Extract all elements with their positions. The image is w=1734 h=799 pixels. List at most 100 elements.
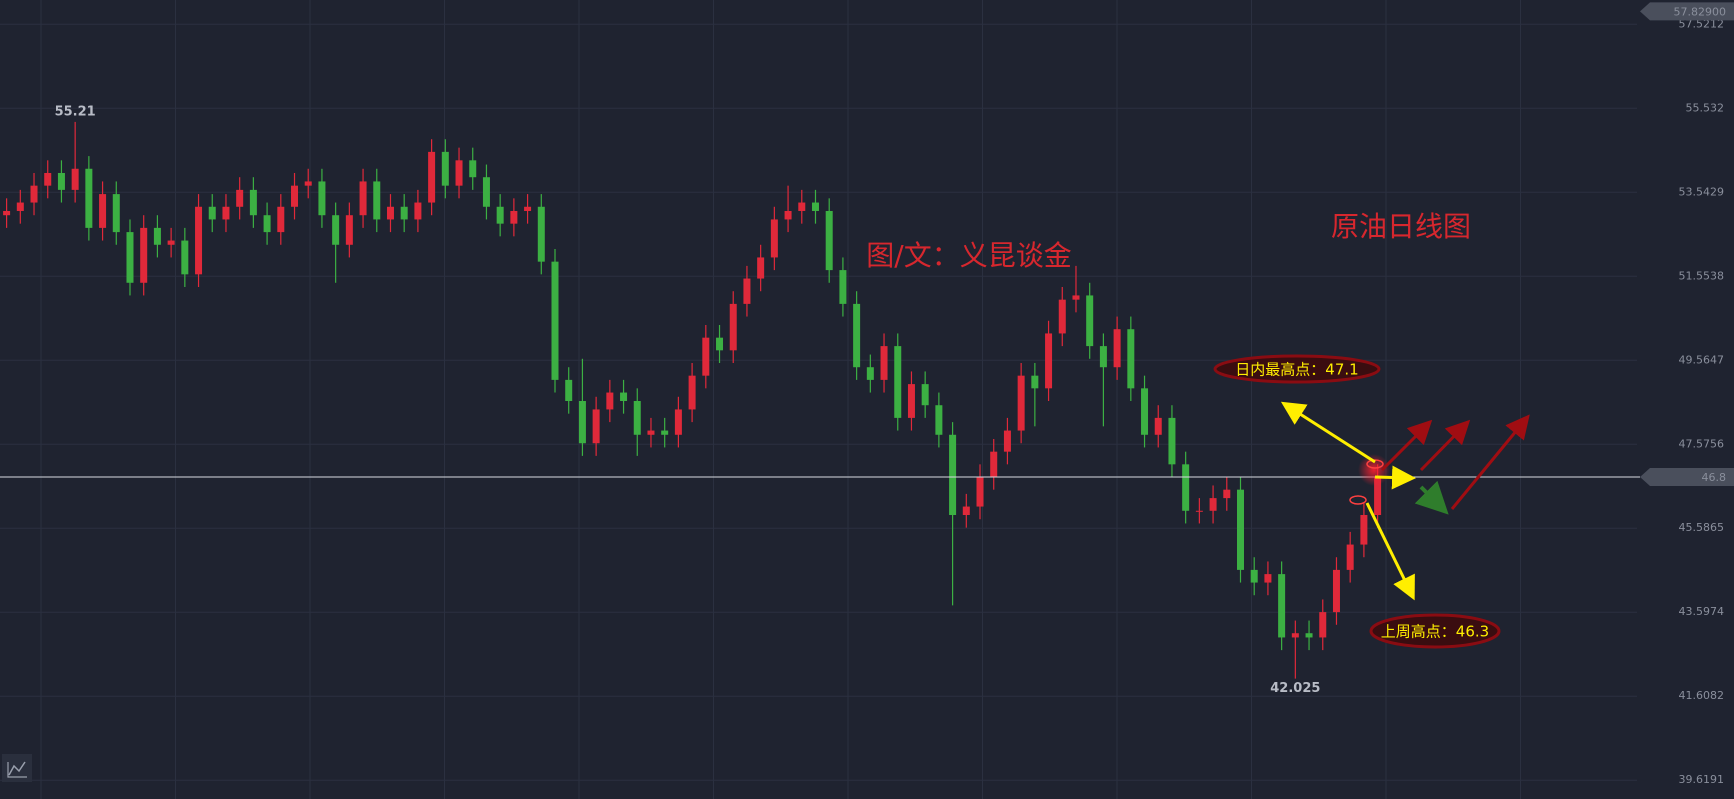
- candle-body: [976, 477, 984, 507]
- arrow: [1380, 419, 1433, 472]
- candle-body: [1237, 489, 1244, 570]
- candle-body: [770, 219, 778, 258]
- candle-body: [332, 215, 340, 245]
- candle-body: [620, 392, 628, 401]
- last-price-label: 46.8: [1702, 471, 1727, 484]
- candle-body: [1031, 375, 1039, 389]
- candle-body: [1195, 510, 1203, 512]
- candle-body: [208, 206, 216, 220]
- candle-body: [962, 506, 970, 516]
- candle-body: [674, 409, 682, 435]
- author-label: 图/文：义昆谈金: [866, 239, 1071, 272]
- candle-body: [702, 337, 710, 376]
- candle-body: [1223, 489, 1231, 499]
- chart-name: 原油日线图: [1331, 210, 1471, 243]
- candle-body: [784, 210, 792, 220]
- arrow: [1280, 401, 1376, 464]
- candle-body: [1250, 569, 1258, 583]
- candle-body: [798, 202, 806, 211]
- candle-body: [3, 210, 11, 216]
- candle-body: [469, 160, 477, 178]
- candle-body: [1086, 295, 1094, 347]
- candle-body: [373, 181, 381, 220]
- candle-body: [537, 206, 545, 262]
- candle-body: [661, 430, 669, 435]
- candle-body: [359, 181, 367, 216]
- candle-body: [1360, 515, 1368, 545]
- y-tick-label: 45.5865: [1679, 521, 1725, 534]
- candle-body: [496, 206, 504, 224]
- candle-body: [839, 270, 847, 304]
- candle-body: [249, 189, 257, 216]
- candle-body: [195, 206, 203, 275]
- candle-body: [825, 210, 833, 271]
- candles: 55.21 42.025 46.8 57.82900: [0, 2, 1734, 696]
- candle-body: [606, 392, 614, 410]
- price-tag: [1640, 2, 1734, 21]
- candle-body: [866, 367, 874, 380]
- candle-body: [729, 303, 737, 351]
- candle-body: [1346, 544, 1354, 570]
- tool-icon: [8, 761, 26, 776]
- candle-body: [1305, 633, 1313, 638]
- candle-body: [647, 430, 655, 435]
- candle-body: [1127, 329, 1135, 389]
- candle-body: [592, 409, 600, 444]
- intraday-high-label: 日内最高点：47.1: [1235, 361, 1358, 379]
- candle-body: [949, 434, 957, 516]
- candle-body: [1332, 569, 1340, 613]
- candle-body: [1319, 612, 1327, 638]
- candle-body: [1058, 299, 1066, 334]
- candle-body: [57, 172, 65, 190]
- arrow: [1365, 502, 1415, 601]
- candle-body: [1209, 498, 1217, 511]
- candle-body: [921, 384, 929, 406]
- candle-body: [757, 257, 765, 279]
- candle-body: [716, 337, 724, 351]
- candle-body: [1099, 346, 1107, 368]
- candle-body: [167, 240, 175, 245]
- candle-body: [345, 215, 353, 245]
- candle-body: [140, 227, 148, 283]
- candle-body: [894, 346, 902, 418]
- candle-body: [853, 303, 861, 368]
- last-week-high-label: 上周高点：46.3: [1381, 623, 1489, 641]
- candle-body: [112, 194, 120, 233]
- candle-body: [551, 261, 559, 380]
- candle-body: [181, 240, 189, 275]
- marker-ring: [1349, 495, 1367, 505]
- candle-body: [428, 151, 436, 203]
- low-label: 42.025: [1270, 681, 1320, 696]
- candle-body: [291, 185, 299, 207]
- candle-body: [44, 172, 52, 186]
- candle-body: [1154, 417, 1162, 435]
- candle-body: [1072, 295, 1080, 300]
- candle-body: [990, 451, 998, 478]
- candle-body: [386, 206, 394, 220]
- candle-body: [1168, 417, 1176, 465]
- candle-body: [318, 181, 326, 216]
- high-label: 55.21: [55, 104, 96, 119]
- candle-body: [263, 215, 271, 233]
- price-tag: [1640, 468, 1734, 487]
- y-tick-label: 47.5756: [1679, 437, 1725, 450]
- y-tick-label: 57.5212: [1679, 17, 1725, 30]
- candle-body: [455, 160, 463, 186]
- candle-body: [304, 181, 312, 186]
- arrow: [1450, 414, 1530, 510]
- candle-body: [510, 210, 518, 224]
- y-tick-label: 43.5974: [1679, 605, 1725, 618]
- y-tick-label: 39.6191: [1679, 773, 1725, 786]
- candle-body: [1113, 329, 1121, 368]
- candle-body: [1291, 633, 1299, 638]
- candle-body: [688, 375, 696, 410]
- candle-body: [222, 206, 230, 220]
- candle-body: [126, 232, 134, 283]
- candle-body: [565, 379, 573, 401]
- top-price-label: 57.82900: [1674, 5, 1727, 18]
- glow: [1358, 454, 1390, 486]
- arrow: [1414, 480, 1449, 515]
- candle-body: [1264, 574, 1272, 583]
